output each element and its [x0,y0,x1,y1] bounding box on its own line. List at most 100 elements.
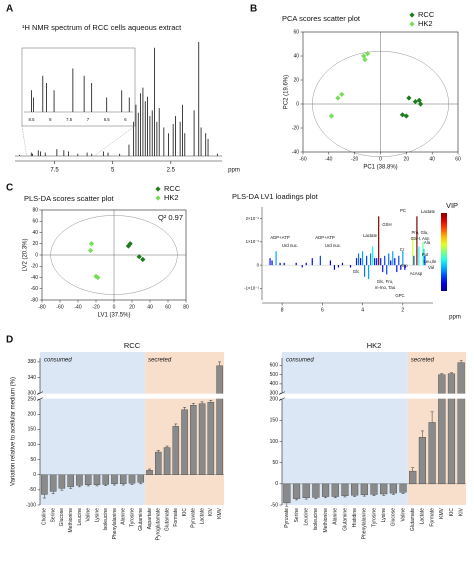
x-tick-label: KMV [439,507,445,519]
x-tick-label: Glucose [59,508,65,527]
peak-annotation: PC [400,208,406,213]
bar [67,474,74,488]
bar [457,362,465,485]
y-tick-label: 380 [28,359,37,365]
x-tick-label: -60 [56,304,63,310]
x-tick-label: 6 [321,307,324,313]
x-tick-label: 20 [129,304,135,310]
confidence-ellipse [50,215,178,295]
x-tick-label: Isoleucine [313,508,319,531]
x-tick-label: Lactate [199,508,205,525]
bar [102,474,109,485]
y-tick-label: -20 [292,125,299,131]
x-tick-label: KMV [217,507,223,519]
y-tick-label: 50 [30,457,36,463]
bar [321,483,330,497]
inset-connector [21,125,27,157]
x-tick-label: Formate [429,508,435,527]
bar [351,483,359,496]
bar [380,483,388,495]
x-axis-label: PC1 (38.8%) [363,165,397,171]
chart-title: PCA scores scatter plot [282,14,361,23]
inset-connector [93,125,136,157]
x-tick-label: Formate [173,508,179,527]
y-tick-label: 100 [270,439,279,445]
y-tick-label: -20 [31,264,38,270]
peak-annotation: GPC [395,293,404,298]
peak-annotation: Leu,Ile [424,259,438,264]
x-tick-label: Glucose [391,508,397,527]
scatter-point [88,247,94,254]
confidence-ellipse [312,51,449,157]
x-tick-label: Pyruvate [191,508,197,528]
peak-annotation: GSH [382,222,391,227]
annotation: Q² 0.97 [158,213,183,222]
consumed-region [282,352,408,505]
x-tick-label: Pyruvate [284,508,290,528]
bar [418,437,427,485]
legend-marker [155,195,161,201]
y-tick-label: 0 [33,472,36,478]
peak-annotation: ADP+ATP [315,235,335,240]
y-tick-label: 40 [32,230,38,236]
y-tick-label: -80 [31,297,38,303]
y-tick-label: 600 [270,363,279,369]
bar [302,483,310,499]
peak-annotation: Pro, Glu, [412,230,429,235]
y-tick-label: 150 [270,418,279,424]
peak-annotation: Lactate [421,209,436,214]
x-tick-label: KIV [458,507,464,516]
y-tick-label: -50 [271,502,278,508]
y-tick-label: 60 [32,219,38,225]
chart-title: PLS-DA scores scatter plot [24,194,115,203]
bar [438,374,446,485]
chart-title: HK2 [367,341,382,350]
x-tick-label: 0 [113,304,116,310]
bar [58,474,66,489]
inset-tick-label: 8.5 [29,117,36,122]
x-tick-label: Choline [42,508,48,525]
chart-title: PLS-DA LV1 loadings plot [232,192,319,201]
bar [341,483,349,496]
scatter-point [328,113,335,119]
bar [163,447,171,475]
scatter-point [140,256,146,263]
x-tick-label: 7.5 [50,168,59,174]
scatter-point [412,99,418,105]
inset-tick-label: 7.5 [66,117,73,122]
x-tick-label: Methionine [68,508,74,533]
y-tick-label: 200 [28,412,37,418]
legend-label: RCC [418,10,435,19]
secreted-region [407,352,466,505]
region-label: secreted [148,358,172,364]
x-tick-label: Lysine [381,508,387,522]
bar [49,474,57,492]
bar [428,422,436,485]
x-tick-label: KIC [182,508,188,517]
peak-annotation: Ala [424,240,431,245]
x-tick-label: 40 [429,156,435,162]
x-tick-label: Lactate [420,508,426,525]
y-tick-label: 400 [270,381,279,387]
y-tick-label: 100 [28,442,37,448]
peak-annotation: Asp [400,263,408,268]
bar [409,470,417,485]
y-tick-label: 150 [28,427,37,433]
peak-annotation: GSH, Asn [411,236,430,241]
axis-break [34,393,224,399]
legend-label: HK2 [164,193,179,202]
y-tick-label: 0 [257,262,260,267]
y-tick-label: -1×10⁻¹ [244,286,259,291]
x-tick-label: -60 [299,156,306,162]
x-tick-label: 8 [281,307,284,313]
bar [292,483,301,499]
peak-annotation: Put [422,252,429,257]
bar [216,365,223,475]
y-tick-label: -40 [31,275,38,281]
y-tick-label: 0 [35,252,38,258]
x-tick-label: 60 [455,156,461,162]
y-axis-label: PC2 (19.6%) [284,75,290,109]
x-tick-label: Lysine [94,508,100,522]
y-tick-label: -60 [31,286,38,292]
x-tick-label: Tyrosine [371,508,377,527]
